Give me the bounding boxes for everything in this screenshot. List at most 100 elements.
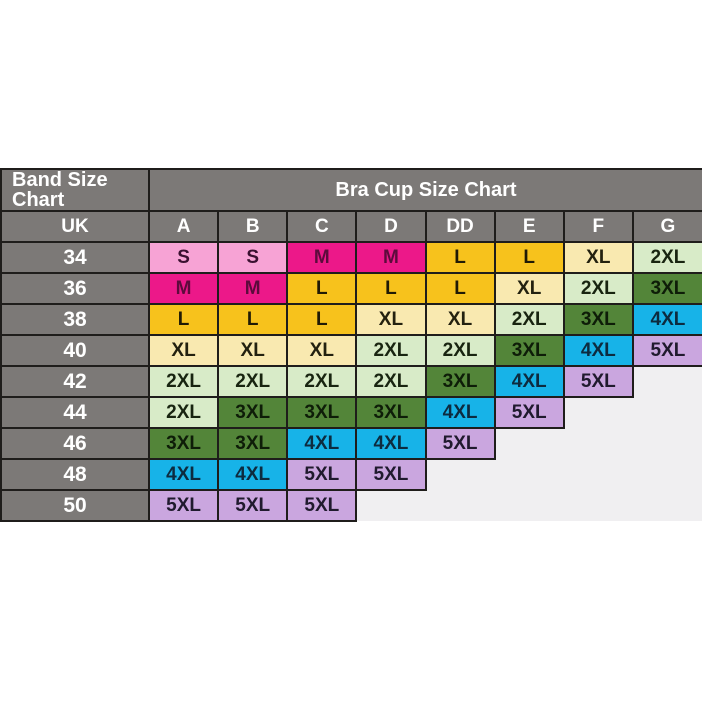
band-size-header: 38 — [0, 303, 150, 336]
band-size-header: 48 — [0, 458, 150, 491]
size-cell: 3XL — [147, 427, 220, 460]
size-cell: M — [147, 272, 220, 305]
size-cell: S — [147, 241, 220, 274]
size-cell: XL — [217, 334, 289, 367]
size-cell: XL — [562, 241, 634, 274]
bra-cup-size-chart-title: Bra Cup Size Chart — [148, 168, 702, 212]
size-cell: XL — [147, 334, 220, 367]
band-row-36: 36 M M L L L XL 2XL 3XL — [0, 272, 702, 305]
cup-column-header-e: E — [493, 210, 565, 243]
size-cell: 4XL — [424, 396, 496, 429]
size-cell: 5XL — [493, 396, 565, 429]
empty-cell — [563, 397, 633, 428]
size-cell: 5XL — [286, 489, 358, 522]
size-cell: 2XL — [562, 272, 634, 305]
size-cell: 4XL — [493, 365, 565, 398]
size-cell: L — [147, 303, 220, 336]
size-cell: 2XL — [493, 303, 565, 336]
empty-cell — [632, 366, 702, 397]
band-size-header: 34 — [0, 241, 150, 274]
size-cell: 2XL — [147, 396, 220, 429]
chart-title-row: Band Size Chart Bra Cup Size Chart — [0, 168, 702, 212]
size-cell: S — [217, 241, 289, 274]
band-row-50: 50 5XL 5XL 5XL — [0, 489, 702, 522]
size-cell: 5XL — [424, 427, 496, 460]
cup-column-header-row: UK A B C D DD E F G — [0, 210, 702, 243]
empty-cell — [632, 459, 702, 490]
empty-cell — [425, 459, 495, 490]
cup-column-header-f: F — [562, 210, 634, 243]
size-cell: L — [217, 303, 289, 336]
empty-cell — [632, 428, 702, 459]
empty-cell — [494, 459, 564, 490]
cup-column-header-dd: DD — [424, 210, 496, 243]
size-cell: L — [424, 241, 496, 274]
size-cell: 3XL — [562, 303, 634, 336]
size-cell: 2XL — [424, 334, 496, 367]
size-cell: 4XL — [562, 334, 634, 367]
empty-cell — [632, 397, 702, 428]
size-cell: L — [286, 303, 358, 336]
size-cell: XL — [355, 303, 427, 336]
band-size-chart-title: Band Size Chart — [0, 168, 150, 212]
size-cell: L — [493, 241, 565, 274]
empty-cell — [356, 490, 426, 521]
band-size-header: 50 — [0, 489, 150, 522]
size-cell: L — [286, 272, 358, 305]
cup-column-header-c: C — [286, 210, 358, 243]
size-cell: M — [217, 272, 289, 305]
size-cell: L — [355, 272, 427, 305]
empty-cell — [563, 490, 633, 521]
band-size-header: 36 — [0, 272, 150, 305]
empty-cell — [425, 490, 495, 521]
size-cell: XL — [286, 334, 358, 367]
size-cell: 2XL — [355, 365, 427, 398]
empty-cell — [494, 490, 564, 521]
cup-column-header-b: B — [217, 210, 289, 243]
size-cell: 5XL — [631, 334, 702, 367]
size-cell: 4XL — [217, 458, 289, 491]
size-cell: 5XL — [355, 458, 427, 491]
size-cell: 4XL — [286, 427, 358, 460]
size-cell: 3XL — [217, 427, 289, 460]
size-cell: 3XL — [286, 396, 358, 429]
cup-column-header-d: D — [355, 210, 427, 243]
size-cell: 3XL — [424, 365, 496, 398]
size-cell: L — [424, 272, 496, 305]
cup-column-header-a: A — [147, 210, 220, 243]
size-cell: 2XL — [355, 334, 427, 367]
size-cell: 3XL — [355, 396, 427, 429]
size-cell: 2XL — [147, 365, 220, 398]
size-cell: 2XL — [217, 365, 289, 398]
size-cell: M — [286, 241, 358, 274]
band-row-38: 38 L L L XL XL 2XL 3XL 4XL — [0, 303, 702, 336]
band-size-header: 44 — [0, 396, 150, 429]
size-cell: 5XL — [286, 458, 358, 491]
band-size-header: 40 — [0, 334, 150, 367]
size-cell: XL — [424, 303, 496, 336]
uk-row-header: UK — [0, 210, 150, 243]
empty-cell — [563, 428, 633, 459]
band-row-48: 48 4XL 4XL 5XL 5XL — [0, 458, 702, 491]
size-cell: 5XL — [147, 489, 220, 522]
band-row-42: 42 2XL 2XL 2XL 2XL 3XL 4XL 5XL — [0, 365, 702, 398]
empty-cell — [632, 490, 702, 521]
band-row-46: 46 3XL 3XL 4XL 4XL 5XL — [0, 427, 702, 460]
size-cell: 4XL — [147, 458, 220, 491]
band-row-44: 44 2XL 3XL 3XL 3XL 4XL 5XL — [0, 396, 702, 429]
size-cell: 2XL — [286, 365, 358, 398]
empty-cell — [563, 459, 633, 490]
size-cell: M — [355, 241, 427, 274]
empty-cell — [494, 428, 564, 459]
band-size-header: 46 — [0, 427, 150, 460]
cup-column-header-g: G — [631, 210, 702, 243]
size-cell: XL — [493, 272, 565, 305]
size-cell: 4XL — [631, 303, 702, 336]
size-cell: 4XL — [355, 427, 427, 460]
band-size-header: 42 — [0, 365, 150, 398]
band-row-40: 40 XL XL XL 2XL 2XL 3XL 4XL 5XL — [0, 334, 702, 367]
size-cell: 3XL — [493, 334, 565, 367]
size-cell: 5XL — [562, 365, 634, 398]
